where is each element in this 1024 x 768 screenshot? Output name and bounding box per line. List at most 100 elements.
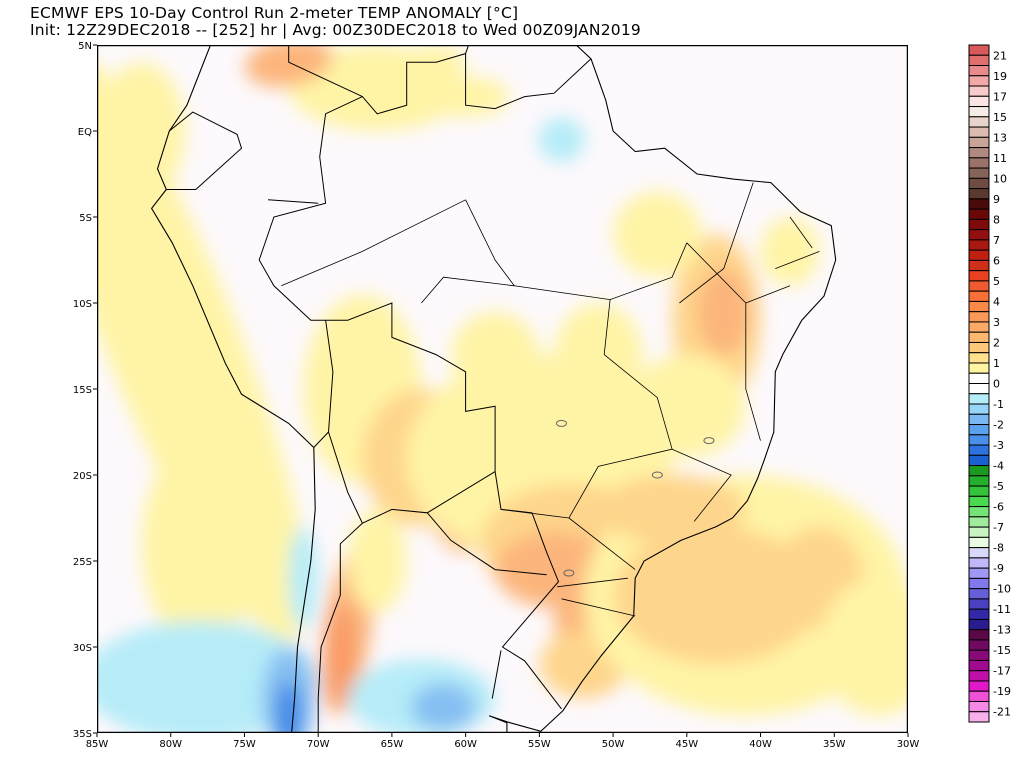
x-tick-label: 60W: [454, 739, 477, 750]
x-tick-label: 40W: [749, 739, 772, 750]
colorbar-swatch: [968, 588, 990, 600]
colorbar-swatch: [968, 116, 990, 128]
y-tick-label: EQ: [78, 127, 92, 138]
colorbar-swatch: [968, 290, 990, 302]
chart-subtitle: Init: 12Z29DEC2018 -- [252] hr | Avg: 00…: [30, 21, 641, 39]
colorbar-label: -4: [993, 460, 1004, 473]
state-border: [775, 251, 820, 269]
state-border: [686, 242, 761, 441]
colorbar-swatch: [968, 403, 990, 415]
colorbar-swatch: [968, 547, 990, 559]
colorbar-swatch: [968, 300, 990, 313]
colorbar-swatch: [968, 618, 990, 631]
colorbar-swatch: [968, 44, 990, 56]
colorbar-label: 15: [993, 111, 1007, 124]
colorbar-label: -17: [993, 665, 1011, 678]
colorbar-swatch: [968, 711, 990, 723]
colorbar-swatch: [968, 393, 990, 405]
colorbar-swatch: [968, 434, 990, 446]
state-border: [421, 276, 515, 304]
y-tick-label: 20S: [73, 471, 92, 482]
x-tick-label: 75W: [233, 739, 256, 750]
colorbar-swatch: [968, 331, 990, 343]
colorbar-swatch: [968, 147, 990, 159]
colorbar-label: 5: [993, 275, 1000, 288]
colorbar-label: 3: [993, 316, 1000, 329]
colorbar-label: 1: [993, 357, 1000, 370]
colorbar-label: 7: [993, 234, 1000, 247]
state-border: [679, 182, 754, 304]
lake-outline: [555, 419, 567, 427]
colorbar-swatch: [968, 167, 990, 179]
anomaly-region: [554, 303, 643, 407]
x-tick-label: 65W: [381, 739, 404, 750]
colorbar-label: -8: [993, 542, 1004, 555]
x-tick-label: 70W: [307, 739, 330, 750]
lake-outline: [651, 471, 663, 479]
colorbar-swatch: [968, 229, 990, 241]
colorbar-swatch: [968, 321, 990, 333]
colorbar-swatch: [968, 577, 990, 590]
colorbar-label: 10: [993, 172, 1007, 185]
x-tick-label: 85W: [86, 739, 109, 750]
anomaly-region: [141, 440, 260, 647]
colorbar-swatch: [968, 208, 990, 220]
x-tick-label: 50W: [602, 739, 625, 750]
country-border: [267, 199, 319, 204]
anomaly-region: [613, 526, 820, 665]
y-tick-label: 15S: [73, 385, 92, 396]
x-tick-label: 35W: [823, 739, 846, 750]
colorbar-label: 11: [993, 152, 1007, 165]
colorbar-label: -10: [993, 583, 1011, 596]
y-tick-label: 35S: [73, 729, 92, 740]
x-tick-label: 45W: [676, 739, 699, 750]
colorbar-swatch: [968, 526, 990, 538]
lake-outline: [563, 569, 575, 577]
colorbar-label: -11: [993, 603, 1011, 616]
colorbar-swatch: [968, 424, 990, 436]
state-border: [671, 448, 732, 522]
colorbar-swatch: [968, 372, 990, 385]
country-border: [288, 45, 363, 98]
colorbar-label: -21: [993, 706, 1011, 719]
state-border: [745, 285, 791, 304]
colorbar-label: -6: [993, 501, 1004, 514]
colorbar-swatch: [968, 475, 990, 487]
x-tick-label: 80W: [159, 739, 182, 750]
colorbar-swatch: [968, 659, 990, 672]
colorbar-swatch: [968, 506, 990, 518]
colorbar-swatch: [968, 516, 990, 528]
chart-title: ECMWF EPS 10-Day Control Run 2-meter TEM…: [30, 4, 519, 22]
anomaly-region: [613, 191, 702, 278]
colorbar-swatch: [968, 639, 990, 651]
anomaly-region: [697, 268, 751, 355]
colorbar-swatch: [968, 649, 990, 661]
colorbar-swatch: [968, 608, 990, 620]
country-border: [426, 512, 547, 576]
colorbar-swatch: [968, 106, 990, 118]
colorbar-label: 0: [993, 378, 1000, 391]
colorbar-label: 9: [993, 193, 1000, 206]
anomaly-region: [288, 526, 319, 630]
colorbar-label: 4: [993, 295, 1000, 308]
colorbar-label: -19: [993, 685, 1011, 698]
colorbar-swatch: [968, 280, 990, 292]
east-coastline: [489, 45, 837, 733]
colorbar-swatch: [968, 413, 990, 426]
colorbar-label: -3: [993, 439, 1004, 452]
colorbar-label: 6: [993, 254, 1000, 267]
colorbar-swatch: [968, 700, 990, 713]
y-tick-label: 5N: [78, 41, 92, 52]
x-tick-label: 55W: [528, 739, 551, 750]
lake-outline: [703, 437, 715, 445]
colorbar-swatch: [968, 95, 990, 108]
state-border: [561, 598, 636, 617]
x-tick-label: 30W: [897, 739, 920, 750]
colorbar-swatch: [968, 567, 990, 579]
colorbar-swatch: [968, 177, 990, 190]
y-tick-label: 10S: [73, 299, 92, 310]
colorbar-swatch: [968, 454, 990, 467]
colorbar-swatch: [968, 557, 990, 569]
colorbar-label: -13: [993, 624, 1011, 637]
colorbar-label: 19: [993, 70, 1007, 83]
